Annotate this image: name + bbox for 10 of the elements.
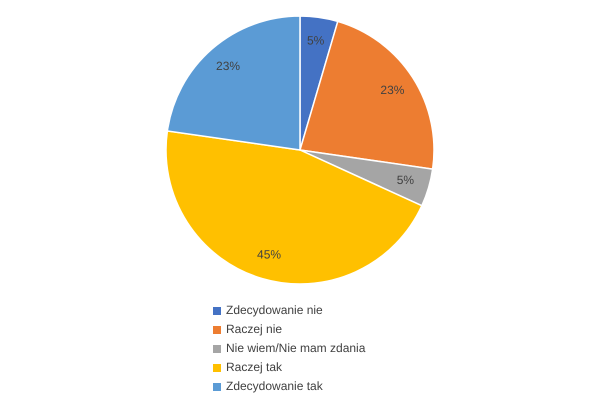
data-label: 23% [216,59,240,74]
legend-label: Zdecydowanie tak [226,379,324,394]
legend-label: Nie wiem/Nie mam zdania [226,341,366,356]
legend-label: Raczej tak [226,360,284,374]
legend-label: Zdecydowanie nie [226,303,324,318]
data-label: 45% [257,248,282,262]
data-label: 23% [380,82,405,97]
legend-label: Raczej nie [226,322,282,336]
data-label: 5% [396,173,414,188]
data-label: 5% [306,33,325,48]
